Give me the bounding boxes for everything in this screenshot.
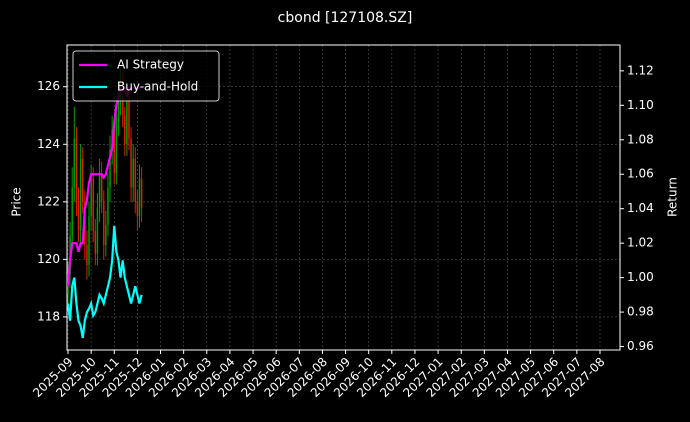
candle-body: [100, 173, 103, 202]
y-tick-label: 120: [37, 252, 60, 266]
candle-body: [115, 121, 118, 174]
candle-body: [92, 178, 94, 231]
legend-label: Buy-and-Hold: [117, 80, 198, 94]
y2-tick-label: 1.10: [627, 98, 654, 112]
plot-frame: [66, 44, 621, 351]
candle-body: [124, 115, 126, 145]
candle-body: [71, 187, 73, 237]
line-series: [66, 225, 143, 339]
y2-tick-label: 1.08: [627, 132, 654, 146]
y-tick-label: 124: [37, 137, 60, 151]
y-tick-label: 122: [37, 194, 60, 208]
y2-tick-label: 1.04: [627, 201, 654, 215]
y2-tick-label: 1.12: [627, 63, 654, 77]
candle-body: [77, 201, 80, 231]
candle-body: [107, 187, 109, 225]
candle-body: [73, 138, 76, 188]
candle-body: [134, 158, 137, 202]
candle-body: [98, 173, 101, 208]
candle-body: [113, 129, 115, 174]
y2-tick-label: 1.02: [627, 236, 654, 250]
candle-body: [94, 230, 97, 254]
candle-body: [103, 201, 105, 245]
candle-body: [109, 150, 111, 188]
chart-title: cbond [127108.SZ]: [278, 10, 413, 26]
y2-axis-label: Return: [666, 177, 680, 217]
candle-body: [96, 207, 99, 254]
candle-body: [138, 178, 141, 217]
candle-body: [126, 101, 128, 145]
candle-body: [105, 224, 107, 245]
y2-tick-label: 0.98: [627, 305, 654, 319]
candle-body: [130, 138, 132, 188]
candle-body: [75, 138, 78, 202]
candle-body: [136, 201, 139, 217]
candle-body: [117, 101, 120, 122]
candle-body: [90, 178, 92, 217]
y-tick-label: 126: [37, 79, 60, 93]
candle-body: [88, 216, 90, 266]
candle-body: [128, 101, 130, 139]
y2-tick-label: 1.06: [627, 167, 654, 181]
legend: AI Strategy Buy-and-Hold: [72, 50, 220, 102]
y2-tick-label: 0.96: [627, 339, 654, 353]
y2-tick-label: 1.00: [627, 270, 654, 284]
y-tick-label: 118: [37, 309, 60, 323]
candle-body: [81, 158, 84, 202]
candle-body: [132, 158, 134, 188]
y-axis-label: Price: [10, 187, 24, 216]
candle-body: [79, 158, 82, 231]
candle-body: [140, 178, 143, 208]
legend-label: AI Strategy: [117, 58, 184, 72]
candle-body: [86, 244, 88, 266]
legend-box: [72, 50, 220, 102]
